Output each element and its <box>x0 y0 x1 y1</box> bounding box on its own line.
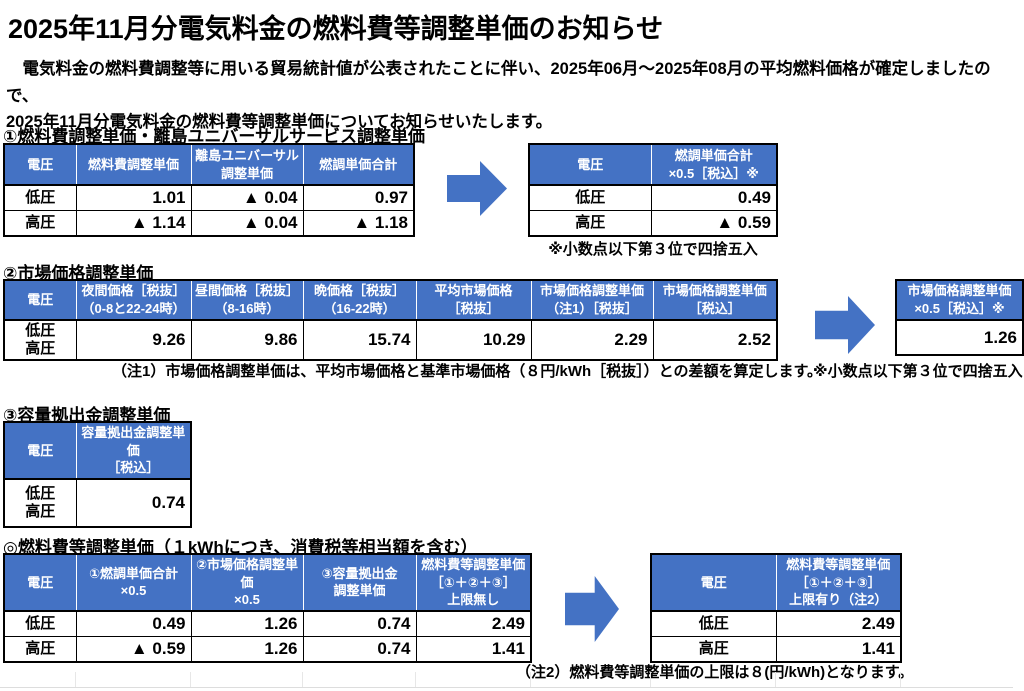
value-cell: 1.26 <box>895 319 1024 356</box>
value-cell: ▲ 0.59 <box>75 635 192 663</box>
intro-paragraph: 電気料金の燃料費調整等に用いる貿易統計値が公表されたことに伴い、2025年06月… <box>6 60 991 132</box>
highlighted-value-cell: 2.49 <box>775 610 902 637</box>
value-cell: ▲ 0.59 <box>650 210 778 237</box>
header-voltage: 電圧 <box>3 143 77 186</box>
table-header-row: 電圧 燃調単価合計 ×0.5［税込］※ <box>528 143 778 186</box>
header-total-no-cap: 燃料費等調整単価 ［①＋②＋③］ 上限無し <box>415 553 532 612</box>
header-fuel-adjustment: 燃料費調整単価 <box>75 143 192 186</box>
row-label-low-voltage: 低圧 <box>528 184 652 211</box>
header-voltage: 電圧 <box>528 143 652 186</box>
value-cell: 1.26 <box>190 610 304 637</box>
table-header-row: 電圧 燃料費等調整単価 ［①＋②＋③］ 上限有り（注2） <box>650 553 902 612</box>
header-day-price: 昼間価格［税抜］ （8-16時） <box>190 279 304 321</box>
header-market-adjustment-in-tax: 市場価格調整単価 ［税込］ <box>652 279 778 321</box>
table-header-row: 電圧 容量拠出金調整単価 ［税込］ <box>3 421 192 480</box>
table-row: 低圧 0.49 1.26 0.74 2.49 <box>3 610 532 637</box>
table-row: 高圧 ▲ 1.14 ▲ 0.04 ▲ 1.18 <box>3 210 415 237</box>
note-1: （注1）市場価格調整単価は、平均市場価格と基準市場価格（８円/kWh［税抜］）と… <box>112 363 823 380</box>
header-market-adjustment-x05: 市場価格調整単価 ×0.5［税込］※ <box>895 279 1024 321</box>
value-cell: 1.01 <box>75 184 192 211</box>
header-voltage: 電圧 <box>3 279 77 321</box>
header-capacity-adjustment: 容量拠出金調整単価 ［税込］ <box>75 421 192 480</box>
section4-heading: ◎燃料費等調整単価（１kWhにつき、消費税等相当額を含む） <box>3 538 478 557</box>
value-cell: 1.41 <box>415 635 532 663</box>
value-cell: 0.74 <box>302 635 417 663</box>
cap-note: （注2）燃料費等調整単価の上限は８(円/kWh)となります。 <box>516 664 914 681</box>
value-cell: 0.74 <box>75 478 192 528</box>
value-cell: 9.26 <box>75 319 192 361</box>
fuel-total-result-table: 電圧 燃調単価合計 ×0.5［税込］※ 低圧 0.49 高圧 ▲ 0.59 <box>528 143 778 237</box>
header-sum3-capacity: ③容量拠出金 調整単価 <box>302 553 417 612</box>
value-cell: 1.26 <box>190 635 304 663</box>
market-price-table: 電圧 夜間価格［税抜］ （0-8と22-24時） 昼間価格［税抜］ （8-16時… <box>3 279 778 361</box>
header-island-universal: 離島ユニバーサル 調整単価 <box>190 143 304 186</box>
header-voltage: 電圧 <box>3 421 77 480</box>
arrow-right-icon <box>565 576 619 642</box>
value-cell: 0.97 <box>302 184 415 211</box>
value-cell: 10.29 <box>415 319 532 361</box>
value-cell: 0.49 <box>650 184 778 211</box>
table-row: 1.26 <box>895 319 1024 356</box>
rounding-note: ※小数点以下第３位で四捨五入 <box>548 241 758 258</box>
header-fuel-total-x05: 燃調単価合計 ×0.5［税込］※ <box>650 143 778 186</box>
value-cell: 0.74 <box>302 610 417 637</box>
section1-heading: ①燃料費調整単価・離島ユニバーサルサービス調整単価 <box>3 127 426 146</box>
header-sum1-fuel-x05: ①燃調単価合計 ×0.5 <box>75 553 192 612</box>
header-fuel-total: 燃調単価合計 <box>302 143 415 186</box>
capacity-contribution-table: 電圧 容量拠出金調整単価 ［税込］ 低圧 高圧 0.74 <box>3 421 192 528</box>
table-row: 高圧 ▲ 0.59 1.26 0.74 1.41 <box>3 635 532 663</box>
table-row: 低圧 高圧 0.74 <box>3 478 192 528</box>
header-voltage: 電圧 <box>650 553 777 612</box>
table-row: 低圧 高圧 9.26 9.86 15.74 10.29 2.29 2.52 <box>3 319 778 361</box>
table-row: 低圧 1.01 ▲ 0.04 0.97 <box>3 184 415 211</box>
row-label-high-voltage: 高圧 <box>650 635 777 663</box>
table-header-row: 電圧 夜間価格［税抜］ （0-8と22-24時） 昼間価格［税抜］ （8-16時… <box>3 279 778 321</box>
value-cell: 2.49 <box>415 610 532 637</box>
value-cell: ▲ 1.18 <box>302 210 415 237</box>
table-row: 低圧 2.49 <box>650 610 902 637</box>
header-total-with-cap: 燃料費等調整単価 ［①＋②＋③］ 上限有り（注2） <box>775 553 902 612</box>
table-row: 高圧 1.41 <box>650 635 902 663</box>
section3-heading: ③容量拠出金調整単価 <box>3 406 171 425</box>
header-sum2-market-x05: ②市場価格調整単価 ×0.5 <box>190 553 304 612</box>
row-label-low-voltage: 低圧 <box>3 184 77 211</box>
total-adjustment-table: 電圧 ①燃調単価合計 ×0.5 ②市場価格調整単価 ×0.5 ③容量拠出金 調整… <box>3 553 532 663</box>
total-adjustment-result-table: 電圧 燃料費等調整単価 ［①＋②＋③］ 上限有り（注2） 低圧 2.49 高圧 … <box>650 553 902 663</box>
table-header-row: 電圧 燃料費調整単価 離島ユニバーサル 調整単価 燃調単価合計 <box>3 143 415 186</box>
value-cell: 0.49 <box>75 610 192 637</box>
arrow-right-icon <box>815 296 875 354</box>
row-label-high-voltage: 高圧 <box>3 210 77 237</box>
header-voltage: 電圧 <box>3 553 77 612</box>
row-label-low-voltage: 低圧 <box>650 610 777 637</box>
rounding-note: ※小数点以下第３位で四捨五入 <box>813 363 1023 380</box>
header-average-market-price: 平均市場価格 ［税抜］ <box>415 279 532 321</box>
value-cell: 15.74 <box>302 319 417 361</box>
row-label-high-voltage: 高圧 <box>3 635 77 663</box>
value-cell: 2.52 <box>652 319 778 361</box>
arrow-right-icon <box>447 161 507 216</box>
value-cell: ▲ 1.14 <box>75 210 192 237</box>
table-header-row: 市場価格調整単価 ×0.5［税込］※ <box>895 279 1024 321</box>
highlighted-value-cell: 1.41 <box>775 635 902 663</box>
table-row: 低圧 0.49 <box>528 184 778 211</box>
market-price-result-table: 市場価格調整単価 ×0.5［税込］※ 1.26 <box>895 279 1024 356</box>
row-label-low-high-voltage: 低圧 高圧 <box>3 319 77 361</box>
header-night-price: 夜間価格［税抜］ （0-8と22-24時） <box>75 279 192 321</box>
row-label-low-high-voltage: 低圧 高圧 <box>3 478 77 528</box>
header-market-adjustment-ex-tax: 市場価格調整単価 （注1）［税抜］ <box>530 279 654 321</box>
row-label-high-voltage: 高圧 <box>528 210 652 237</box>
value-cell: ▲ 0.04 <box>190 184 304 211</box>
section2-heading: ②市場価格調整単価 <box>3 264 154 283</box>
fuel-adjustment-table: 電圧 燃料費調整単価 離島ユニバーサル 調整単価 燃調単価合計 低圧 1.01 … <box>3 143 415 237</box>
value-cell: 2.29 <box>530 319 654 361</box>
header-evening-price: 晩価格［税抜］ （16-22時） <box>302 279 417 321</box>
page-title: 2025年11月分電気料金の燃料費等調整単価のお知らせ <box>8 14 664 44</box>
value-cell: 9.86 <box>190 319 304 361</box>
value-cell: ▲ 0.04 <box>190 210 304 237</box>
row-label-low-voltage: 低圧 <box>3 610 77 637</box>
table-header-row: 電圧 ①燃調単価合計 ×0.5 ②市場価格調整単価 ×0.5 ③容量拠出金 調整… <box>3 553 532 612</box>
table-row: 高圧 ▲ 0.59 <box>528 210 778 237</box>
